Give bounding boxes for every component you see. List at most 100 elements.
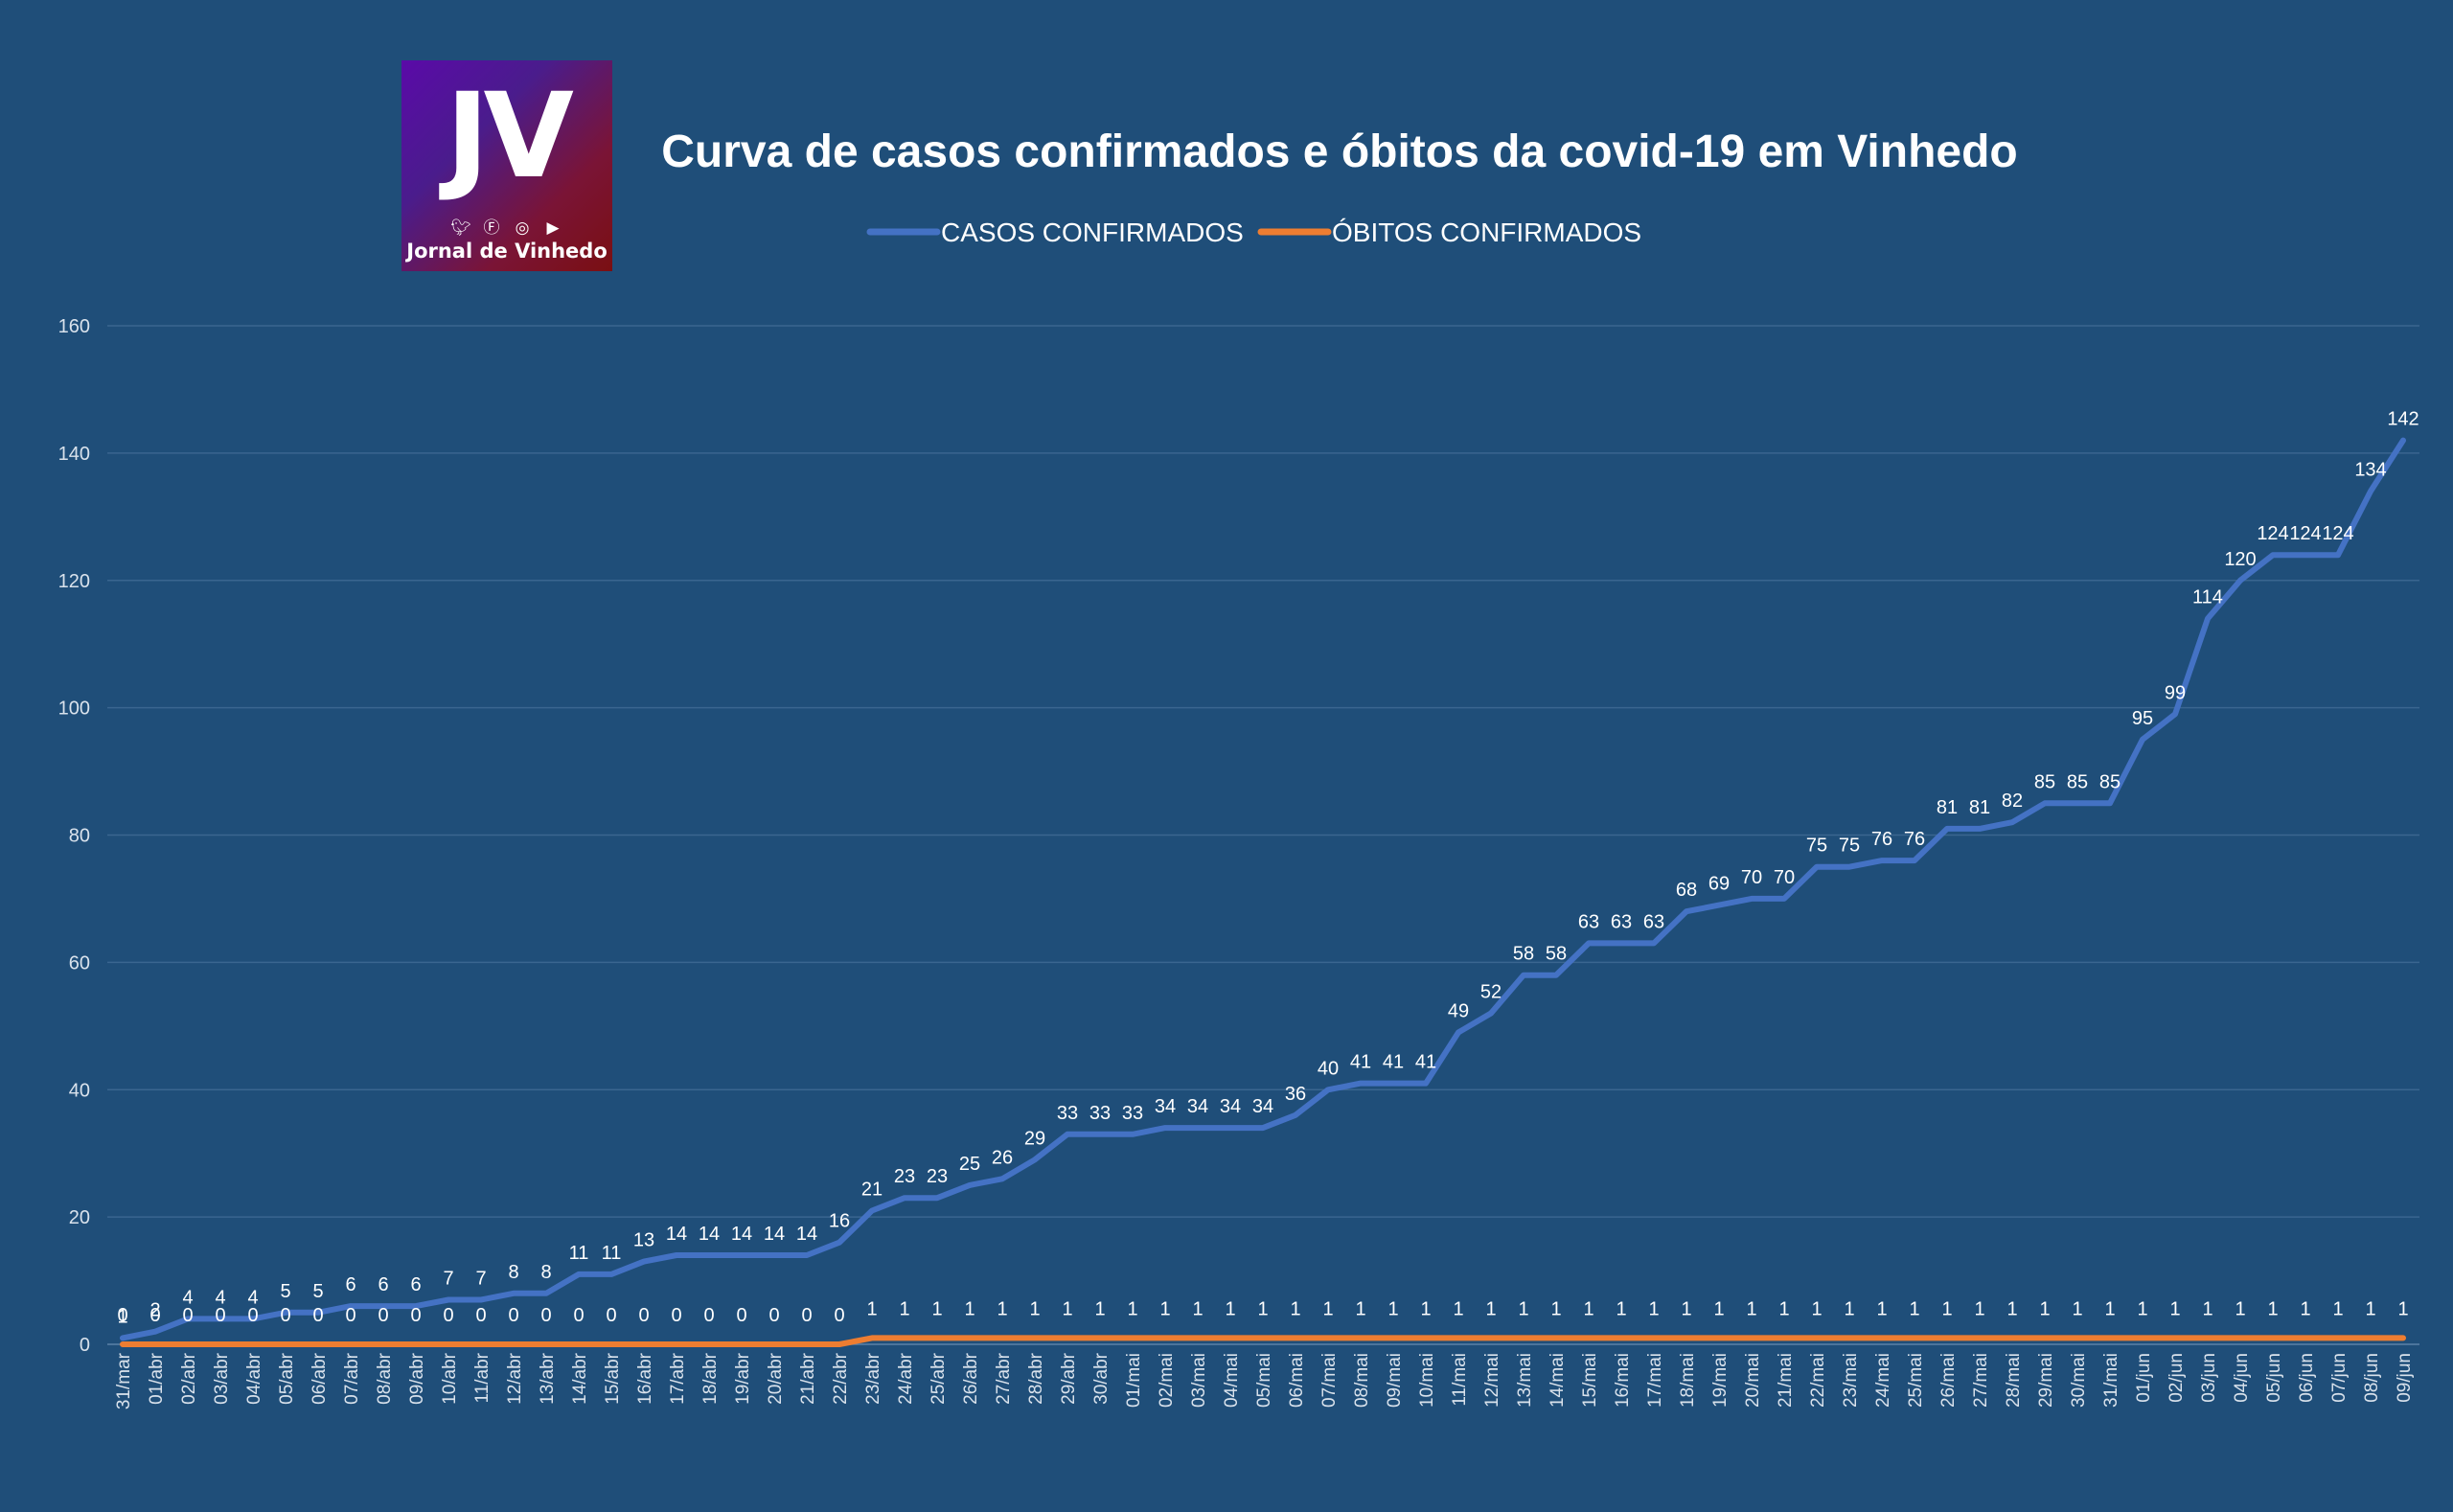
cases-data-label: 14 (764, 1224, 785, 1245)
twitter-icon: 🐦︎ (450, 218, 471, 237)
x-tick-label: 09/abr (407, 1352, 427, 1405)
x-tick-label: 24/abr (896, 1352, 916, 1405)
cases-data-label: 4 (247, 1287, 258, 1308)
deaths-data-label: 1 (1844, 1298, 1854, 1319)
deaths-data-label: 1 (1257, 1298, 1268, 1319)
cases-data-label: 6 (345, 1274, 355, 1295)
cases-data-label: 76 (1904, 829, 1925, 850)
deaths-data-label: 1 (1290, 1298, 1300, 1319)
cases-series-line (120, 437, 2406, 1341)
cases-data-label: 34 (1155, 1096, 1176, 1117)
deaths-data-label: 1 (2332, 1298, 2343, 1319)
deaths-data-label: 0 (475, 1305, 486, 1326)
x-tick-label: 07/jun (2329, 1353, 2350, 1403)
x-tick-label: 01/jun (2134, 1353, 2154, 1403)
deaths-data-label: 0 (247, 1305, 258, 1326)
x-tick-label: 25/mai (1906, 1353, 1926, 1408)
x-tick-label: 31/mai (2101, 1353, 2121, 1408)
x-tick-label: 03/abr (212, 1352, 232, 1405)
x-tick-label: 06/mai (1287, 1353, 1307, 1408)
cases-data-label: 76 (1871, 829, 1892, 850)
deaths-data-label: 1 (1941, 1298, 1952, 1319)
deaths-data-label: 1 (866, 1298, 877, 1319)
cases-data-label: 6 (378, 1274, 388, 1295)
deaths-data-label: 1 (1127, 1298, 1137, 1319)
cases-data-label: 23 (927, 1166, 948, 1187)
cases-data-label: 85 (2034, 771, 2055, 792)
x-tick-label: 18/abr (700, 1352, 721, 1405)
deaths-data-label: 1 (1453, 1298, 1463, 1319)
cases-data-label: 13 (633, 1230, 654, 1251)
x-tick-label: 08/abr (375, 1352, 395, 1405)
x-tick-label: 03/mai (1189, 1353, 1209, 1408)
y-tick-label: 160 (58, 316, 90, 337)
deaths-data-label: 1 (1420, 1298, 1431, 1319)
cases-data-label: 124 (2289, 523, 2321, 544)
deaths-data-label: 1 (1062, 1298, 1072, 1319)
deaths-data-label: 0 (801, 1305, 812, 1326)
cases-data-label: 34 (1252, 1096, 1273, 1117)
deaths-data-label: 1 (1746, 1298, 1756, 1319)
deaths-data-label: 1 (2267, 1298, 2278, 1319)
deaths-data-label: 1 (2104, 1298, 2115, 1319)
y-tick-label: 20 (69, 1207, 90, 1228)
x-tick-label: 02/mai (1157, 1353, 1177, 1408)
deaths-data-label: 0 (638, 1305, 649, 1326)
deaths-data-label: 0 (378, 1305, 388, 1326)
deaths-data-label: 0 (280, 1305, 290, 1326)
deaths-data-label: 0 (768, 1305, 779, 1326)
x-tick-label: 23/abr (863, 1352, 883, 1405)
x-tick-label: 19/mai (1710, 1353, 1731, 1408)
jornal-de-vinhedo-logo: JV 🐦︎ Ⓕ ◎ ▶ Jornal de Vinhedo (401, 60, 612, 271)
deaths-data-label: 1 (1681, 1298, 1691, 1319)
x-tick-label: 09/mai (1385, 1353, 1405, 1408)
cases-data-label: 95 (2132, 708, 2153, 729)
x-tick-label: 29/mai (2036, 1353, 2056, 1408)
x-tick-label: 14/abr (570, 1352, 590, 1405)
x-tick-label: 30/mai (2069, 1353, 2089, 1408)
deaths-data-label: 0 (410, 1305, 421, 1326)
deaths-data-label: 0 (443, 1305, 453, 1326)
x-tick-label: 25/abr (928, 1352, 949, 1405)
x-axis: 31/mar 01/abr 02/abr 03/abr 04/abr 05/abr 06/a… (114, 1352, 2415, 1409)
x-tick-label: 16/abr (635, 1352, 655, 1405)
cases-data-label: 68 (1676, 880, 1697, 901)
cases-data-label: 134 (2354, 460, 2386, 481)
legend: CASOS CONFIRMADOS ÓBITOS CONFIRMADOS (866, 218, 1641, 247)
deaths-data-label: 1 (1811, 1298, 1822, 1319)
deaths-data-label: 1 (1225, 1298, 1235, 1319)
cases-data-label: 2 (149, 1300, 160, 1321)
cases-data-label: 6 (410, 1274, 421, 1295)
cases-data-label: 124 (2257, 523, 2288, 544)
x-tick-label: 01/abr (147, 1352, 167, 1405)
deaths-data-label: 1 (1387, 1298, 1398, 1319)
x-tick-label: 22/abr (831, 1352, 851, 1405)
deaths-data-label: 0 (182, 1305, 193, 1326)
x-tick-label: 29/abr (1059, 1352, 1079, 1405)
cases-data-label: 99 (2165, 682, 2186, 703)
deaths-data-label: 1 (1094, 1298, 1105, 1319)
cases-data-label: 69 (1708, 874, 1730, 895)
cases-data-label: 49 (1448, 1000, 1469, 1021)
cases-data-label: 34 (1187, 1096, 1208, 1117)
cases-data-label: 52 (1480, 982, 1502, 1003)
deaths-data-label: 1 (1322, 1298, 1333, 1319)
cases-data-label: 58 (1546, 944, 1567, 965)
x-tick-label: 22/mai (1808, 1353, 1828, 1408)
deaths-data-label: 1 (2072, 1298, 2082, 1319)
x-tick-label: 24/mai (1873, 1353, 1893, 1408)
deaths-data-label: 1 (1192, 1298, 1203, 1319)
cases-data-label: 81 (1937, 797, 1958, 818)
x-tick-label: 04/abr (244, 1352, 264, 1405)
deaths-data-label: 1 (1648, 1298, 1659, 1319)
deaths-data-label: 0 (312, 1305, 323, 1326)
deaths-data-label: 1 (1550, 1298, 1561, 1319)
x-tick-label: 10/abr (440, 1352, 460, 1405)
x-tick-label: 17/abr (668, 1352, 688, 1405)
cases-data-label: 58 (1513, 944, 1534, 965)
x-tick-label: 26/mai (1938, 1353, 1959, 1408)
legend-label-cases: CASOS CONFIRMADOS (941, 218, 1244, 247)
x-tick-label: 12/abr (505, 1352, 525, 1405)
social-icons: 🐦︎ Ⓕ ◎ ▶ (401, 214, 612, 238)
x-tick-label: 05/mai (1254, 1353, 1274, 1408)
